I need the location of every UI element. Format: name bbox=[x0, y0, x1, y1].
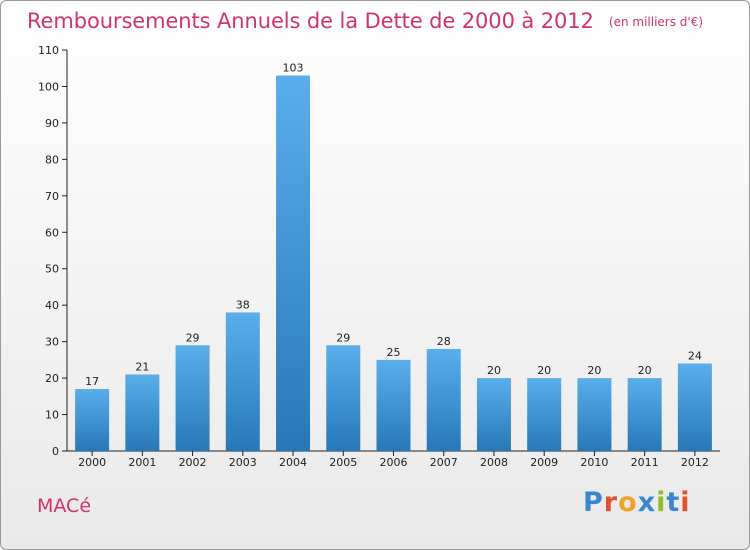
x-tick-label-2003: 2003 bbox=[229, 456, 257, 469]
data-label-2007: 28 bbox=[437, 335, 451, 348]
y-tick-label: 90 bbox=[45, 117, 59, 130]
data-label-2005: 29 bbox=[336, 331, 350, 344]
bar-2011 bbox=[627, 378, 662, 451]
x-tick-label-2009: 2009 bbox=[530, 456, 558, 469]
y-tick-label: 30 bbox=[45, 336, 59, 349]
y-tick-label: 40 bbox=[45, 299, 59, 312]
bar-2008 bbox=[476, 378, 511, 451]
chart-title-row: Remboursements Annuels de la Dette de 20… bbox=[27, 9, 703, 33]
data-label-2002: 29 bbox=[186, 331, 200, 344]
x-tick-label-2012: 2012 bbox=[681, 456, 709, 469]
logo-letter: i bbox=[680, 487, 691, 518]
proxiti-logo: Proxiti bbox=[583, 487, 691, 518]
x-tick-label-2007: 2007 bbox=[430, 456, 458, 469]
y-tick-label: 100 bbox=[38, 80, 59, 93]
data-label-2008: 20 bbox=[487, 364, 501, 377]
x-tick-label-2011: 2011 bbox=[631, 456, 659, 469]
data-label-2003: 38 bbox=[236, 298, 250, 311]
bar-2002 bbox=[175, 345, 210, 451]
x-tick-label-2006: 2006 bbox=[380, 456, 408, 469]
bar-2006 bbox=[376, 359, 411, 451]
commune-name: MACé bbox=[37, 495, 92, 517]
x-tick-label-2000: 2000 bbox=[78, 456, 106, 469]
x-tick-label-2010: 2010 bbox=[580, 456, 608, 469]
x-tick-label-2005: 2005 bbox=[329, 456, 357, 469]
logo-letter: i bbox=[656, 487, 667, 518]
bar-2003 bbox=[225, 312, 260, 451]
x-tick-label-2004: 2004 bbox=[279, 456, 307, 469]
logo-letter: r bbox=[603, 487, 619, 518]
data-label-2001: 21 bbox=[135, 360, 149, 373]
logo-letter: o bbox=[618, 487, 638, 518]
y-tick-label: 10 bbox=[45, 409, 59, 422]
y-tick-label: 20 bbox=[45, 372, 59, 385]
bar-2004 bbox=[276, 75, 311, 451]
bar-2007 bbox=[426, 348, 461, 451]
data-label-2011: 20 bbox=[638, 364, 652, 377]
y-tick-label: 70 bbox=[45, 190, 59, 203]
y-tick-label: 60 bbox=[45, 226, 59, 239]
bar-2001 bbox=[125, 374, 160, 451]
bar-2005 bbox=[326, 345, 361, 451]
x-tick-label-2008: 2008 bbox=[480, 456, 508, 469]
y-tick-label: 0 bbox=[52, 445, 59, 458]
data-label-2000: 17 bbox=[85, 375, 99, 388]
chart-unit-note: (en milliers d'€) bbox=[608, 15, 704, 29]
y-tick-label: 110 bbox=[38, 44, 59, 57]
y-tick-label: 80 bbox=[45, 153, 59, 166]
x-tick-label-2001: 2001 bbox=[128, 456, 156, 469]
bar-2010 bbox=[577, 378, 612, 451]
y-tick-label: 50 bbox=[45, 263, 59, 276]
data-label-2012: 24 bbox=[688, 350, 702, 363]
bar-2009 bbox=[527, 378, 562, 451]
logo-letter: t bbox=[666, 487, 681, 518]
data-label-2006: 25 bbox=[387, 346, 401, 359]
data-label-2004: 103 bbox=[283, 62, 304, 75]
bar-2012 bbox=[677, 363, 712, 451]
x-tick-label-2002: 2002 bbox=[179, 456, 207, 469]
data-label-2010: 20 bbox=[587, 364, 601, 377]
logo-letter: P bbox=[583, 487, 604, 518]
bar-2000 bbox=[75, 389, 110, 451]
chart-title: Remboursements Annuels de la Dette de 20… bbox=[27, 9, 594, 33]
logo-letter: x bbox=[637, 487, 657, 518]
data-label-2009: 20 bbox=[537, 364, 551, 377]
